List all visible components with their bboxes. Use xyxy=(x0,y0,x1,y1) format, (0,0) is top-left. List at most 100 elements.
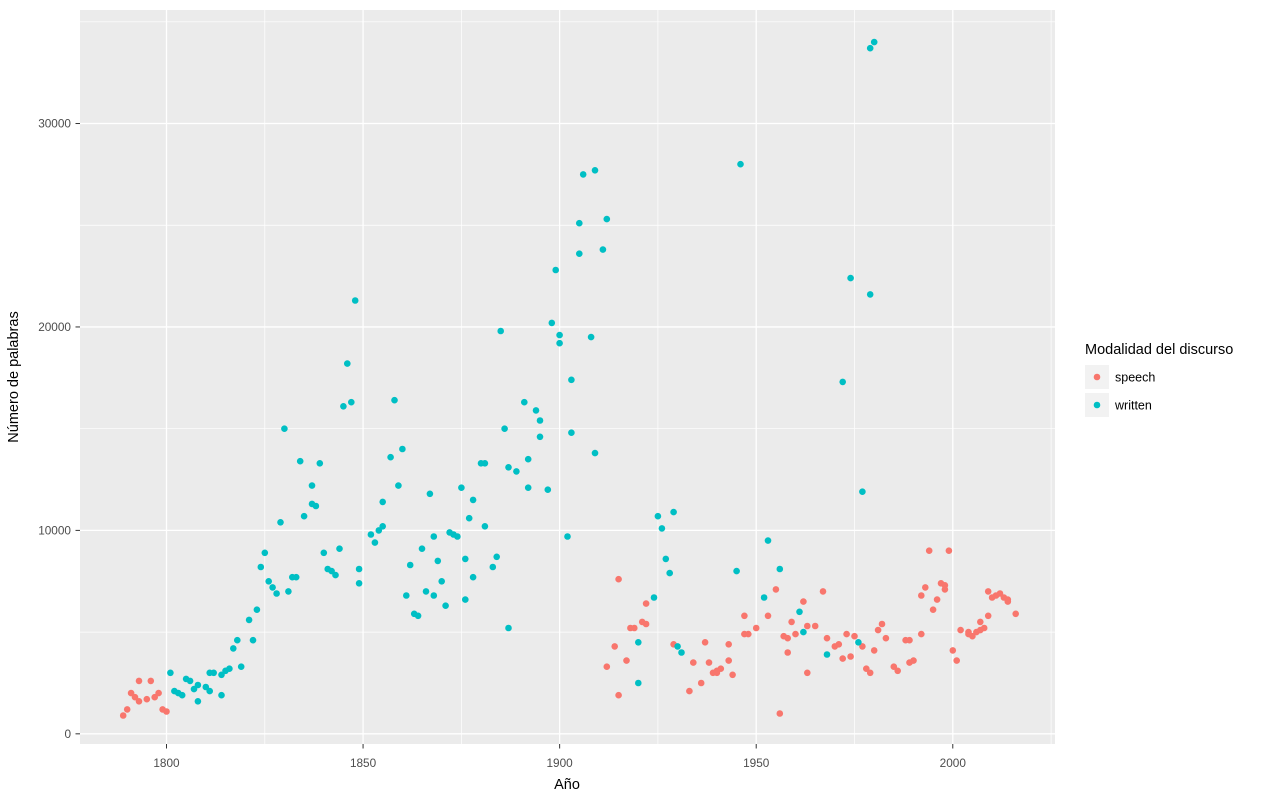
data-point xyxy=(296,457,304,465)
data-point xyxy=(635,679,642,687)
data-point xyxy=(469,496,477,504)
x-tick-label: 1900 xyxy=(547,756,574,770)
data-point xyxy=(355,565,363,573)
data-point xyxy=(654,512,662,520)
data-point xyxy=(403,592,410,599)
data-point xyxy=(772,586,780,593)
data-point xyxy=(859,488,866,496)
data-point xyxy=(548,319,556,327)
x-tick-marks xyxy=(165,744,954,749)
data-point xyxy=(532,407,540,414)
data-point xyxy=(119,712,127,719)
data-point xyxy=(941,582,949,589)
data-point xyxy=(426,490,434,498)
data-point xyxy=(505,464,512,471)
data-point xyxy=(953,657,960,664)
grid-major xyxy=(80,10,1055,744)
legend-label-speech: speech xyxy=(1115,371,1155,385)
data-point xyxy=(178,691,186,699)
data-point xyxy=(870,647,878,654)
y-tick-label: 0 xyxy=(64,727,71,741)
data-point xyxy=(218,671,225,679)
y-tick-label: 10000 xyxy=(38,523,71,537)
x-tick-label: 1950 xyxy=(743,756,770,770)
data-point xyxy=(906,636,913,644)
legend-dot-written-icon xyxy=(1093,401,1101,409)
data-point xyxy=(603,215,611,223)
data-point xyxy=(277,519,284,526)
data-point xyxy=(489,563,497,571)
legend-title: Modalidad del discurso xyxy=(1085,342,1233,358)
data-point xyxy=(764,612,772,620)
data-point xyxy=(690,659,697,666)
data-point xyxy=(151,693,158,701)
data-point xyxy=(458,484,465,492)
legend-key-written: written xyxy=(1085,393,1152,417)
data-point xyxy=(257,563,265,571)
data-point xyxy=(281,425,288,433)
y-axis-title: Número de palabras xyxy=(6,311,22,442)
data-point xyxy=(253,606,261,613)
data-point xyxy=(505,624,512,632)
data-point xyxy=(481,523,489,530)
data-point xyxy=(564,533,571,540)
data-point xyxy=(784,634,791,642)
data-point xyxy=(465,514,473,522)
data-point xyxy=(387,453,394,461)
data-point xyxy=(521,398,528,406)
data-point xyxy=(454,533,461,540)
legend: Modalidad del discurso speech written xyxy=(1085,342,1233,417)
data-point xyxy=(320,549,328,557)
data-point xyxy=(859,643,866,650)
data-point xyxy=(127,689,135,697)
data-point xyxy=(194,698,202,705)
data-point xyxy=(591,167,599,174)
data-point xyxy=(375,527,383,534)
data-point xyxy=(536,417,544,424)
data-point xyxy=(603,663,611,670)
data-point xyxy=(226,665,233,672)
data-point xyxy=(796,608,803,616)
data-point xyxy=(823,634,831,642)
data-point xyxy=(729,671,736,679)
data-point xyxy=(878,620,886,628)
data-point xyxy=(674,643,681,650)
data-point xyxy=(399,445,406,453)
data-point xyxy=(143,695,151,703)
data-point xyxy=(945,547,953,554)
data-point xyxy=(800,598,807,605)
data-point xyxy=(925,547,933,554)
data-point xyxy=(929,606,937,613)
data-point xyxy=(804,622,811,630)
data-point xyxy=(984,612,992,620)
data-point xyxy=(245,616,253,624)
data-point xyxy=(536,433,544,441)
data-point xyxy=(414,612,422,620)
data-point xyxy=(918,630,925,638)
data-point xyxy=(218,691,225,699)
data-point xyxy=(949,647,957,654)
data-point xyxy=(980,624,988,632)
data-point xyxy=(501,425,508,433)
data-point xyxy=(666,569,673,577)
data-point xyxy=(631,624,638,632)
data-point xyxy=(300,512,308,520)
grid-minor xyxy=(80,10,1055,744)
data-point xyxy=(147,677,155,685)
x-tick-label: 2000 xyxy=(940,756,967,770)
data-point xyxy=(430,533,438,540)
data-point xyxy=(462,555,469,563)
data-point xyxy=(874,626,882,634)
data-point xyxy=(348,398,355,406)
data-point xyxy=(839,655,846,662)
data-point xyxy=(379,523,387,530)
data-point xyxy=(977,618,984,626)
data-point xyxy=(823,651,831,658)
data-point xyxy=(524,484,532,492)
data-point xyxy=(788,618,795,626)
data-point xyxy=(332,571,339,579)
x-tick-label: 1800 xyxy=(153,756,180,770)
data-point xyxy=(249,636,257,644)
data-point xyxy=(406,561,414,569)
data-point xyxy=(870,38,878,46)
